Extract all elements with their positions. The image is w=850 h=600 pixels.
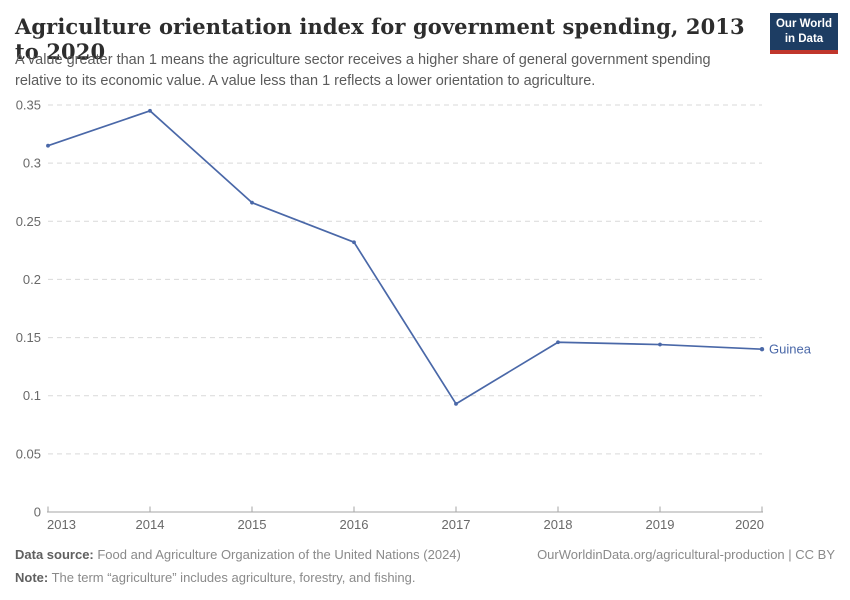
owid-url-link[interactable]: OurWorldinData.org/agricultural-producti… (537, 547, 835, 562)
chart-title: Agriculture orientation index for govern… (15, 14, 745, 65)
data-point (454, 401, 458, 406)
data-source-label: Data source: (15, 547, 94, 562)
x-tick-label: 2019 (646, 517, 675, 532)
data-point (250, 200, 254, 205)
data-point (46, 143, 50, 148)
y-tick-label: 0.2 (23, 272, 41, 287)
y-tick-label: 0.25 (16, 214, 41, 229)
chart-subtitle: A value greater than 1 means the agricul… (15, 52, 711, 89)
x-tick-label: 2016 (340, 517, 369, 532)
y-tick-label: 0.35 (16, 98, 41, 113)
note-label: Note: (15, 569, 49, 585)
logo-line-2: in Data (784, 32, 824, 45)
data-point (759, 347, 765, 352)
series-end-label: Guinea (769, 342, 812, 357)
series-line-guinea (47, 109, 763, 405)
x-tick-label: 2018 (544, 517, 573, 532)
y-tick-label: 0.05 (16, 446, 41, 461)
data-source-value: Food and Agriculture Organization of the… (93, 547, 461, 562)
x-tick-label: 2017 (442, 517, 471, 532)
data-point (658, 342, 662, 347)
data-point (148, 108, 152, 113)
owid-logo: Our World in Data (770, 13, 838, 54)
x-tick-label: 2013 (47, 517, 76, 532)
note-value: The term “agriculture” includes agricult… (48, 569, 416, 585)
data-point (556, 340, 560, 345)
logo-line-1: Our World (775, 18, 832, 30)
x-tick-label: 2014 (136, 517, 165, 532)
y-tick-label: 0.1 (23, 388, 41, 403)
y-tick-label: 0.15 (16, 330, 41, 345)
note-text: Note: The term “agriculture” includes ag… (15, 569, 416, 587)
chart-footer: Data source: Food and Agriculture Organi… (15, 546, 835, 586)
x-tick-label: 2015 (238, 517, 267, 532)
data-point (352, 240, 356, 245)
y-tick-label: 0 (34, 505, 41, 520)
x-tick-label: 2020 (735, 517, 764, 532)
data-source-text: Data source: Food and Agriculture Organi… (15, 546, 461, 564)
y-tick-label: 0.3 (23, 156, 41, 171)
